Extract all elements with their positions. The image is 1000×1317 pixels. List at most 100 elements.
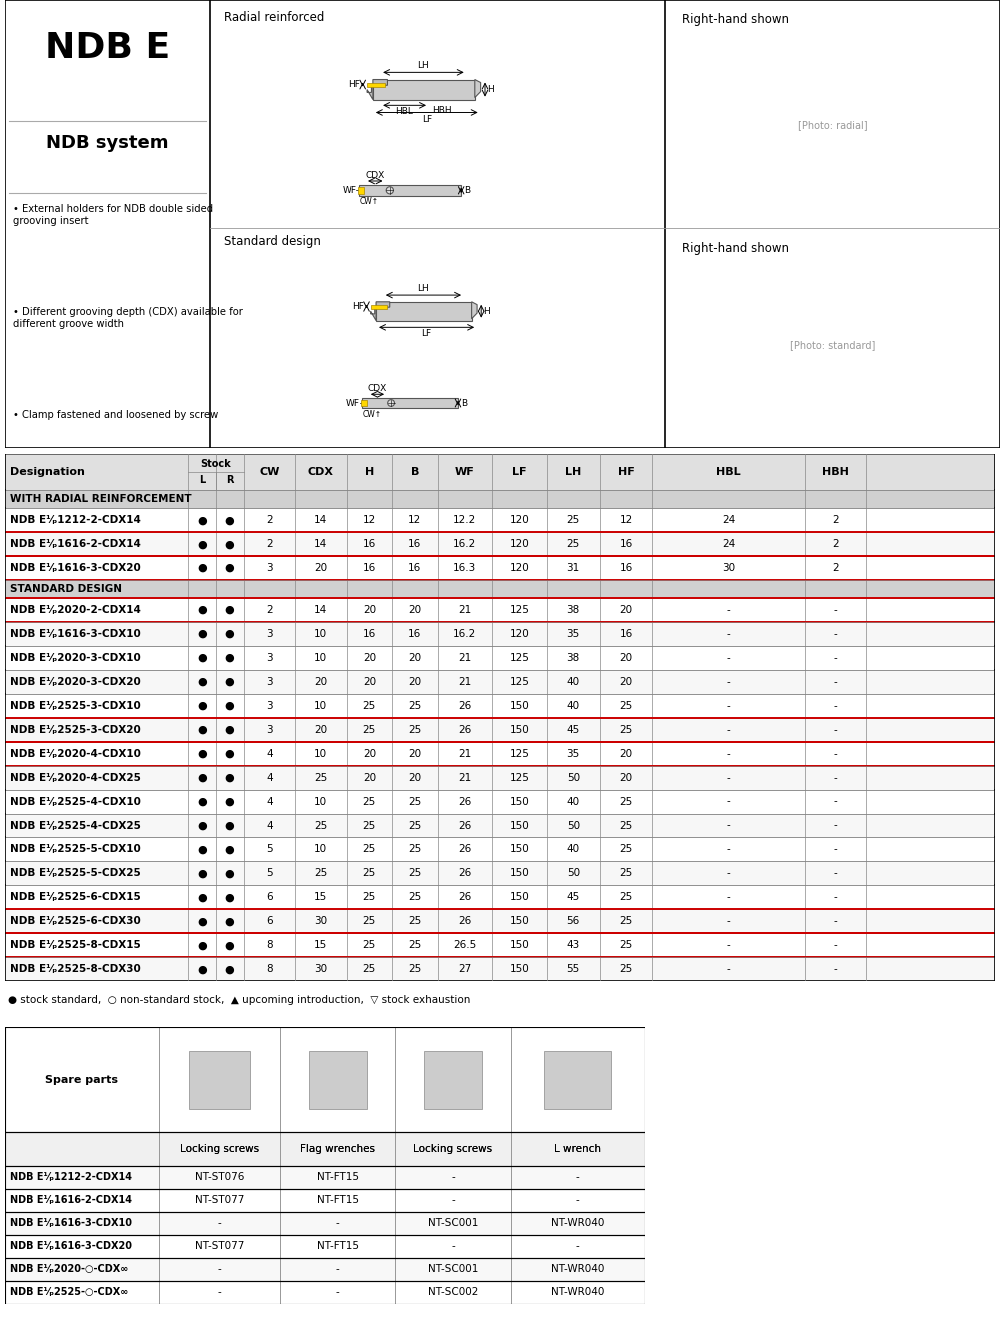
Text: NDB E¹⁄ₚ1616-2-CDX14: NDB E¹⁄ₚ1616-2-CDX14 — [10, 1195, 132, 1205]
Text: 26: 26 — [458, 820, 471, 831]
Text: 20: 20 — [314, 564, 327, 573]
Text: 25: 25 — [363, 724, 376, 735]
Text: 26: 26 — [458, 868, 471, 878]
Text: 50: 50 — [567, 773, 580, 782]
Text: CDX: CDX — [308, 468, 334, 477]
Text: Designation: Designation — [10, 468, 85, 477]
Bar — [5, 1027, 645, 1133]
Text: NT-WR040: NT-WR040 — [551, 1264, 604, 1275]
Text: -: - — [576, 1172, 580, 1183]
Text: 25: 25 — [363, 917, 376, 926]
Bar — [5, 814, 995, 838]
Polygon shape — [472, 302, 477, 319]
Text: 16.2: 16.2 — [453, 539, 476, 549]
Text: 16.3: 16.3 — [453, 564, 476, 573]
Text: R: R — [226, 475, 233, 485]
Text: 2: 2 — [832, 515, 839, 525]
Text: ●: ● — [197, 773, 207, 782]
Text: NDB E¹⁄ₚ2525-6-CDX15: NDB E¹⁄ₚ2525-6-CDX15 — [10, 893, 141, 902]
Text: 20: 20 — [620, 677, 633, 687]
Text: ●: ● — [197, 917, 207, 926]
Text: Right-hand shown: Right-hand shown — [682, 13, 789, 26]
Text: -: - — [727, 820, 731, 831]
Text: 12.2: 12.2 — [453, 515, 476, 525]
Text: 120: 120 — [509, 564, 529, 573]
Text: 21: 21 — [458, 653, 471, 662]
Text: 5: 5 — [266, 868, 273, 878]
Text: 4: 4 — [266, 748, 273, 759]
Text: 40: 40 — [567, 797, 580, 806]
Text: -: - — [218, 1264, 221, 1275]
Text: 4: 4 — [266, 773, 273, 782]
Text: 150: 150 — [509, 701, 529, 711]
Text: NDB E¹⁄ₚ1212-2-CDX14: NDB E¹⁄ₚ1212-2-CDX14 — [10, 515, 141, 525]
Text: -: - — [834, 844, 837, 855]
Text: [Photo: standard]: [Photo: standard] — [790, 340, 875, 350]
Text: 25: 25 — [408, 893, 421, 902]
Polygon shape — [371, 306, 387, 309]
Text: CDX: CDX — [366, 171, 385, 179]
Bar — [5, 861, 995, 885]
Text: NDB E¹⁄ₚ2525-3-CDX10: NDB E¹⁄ₚ2525-3-CDX10 — [10, 701, 141, 711]
Text: 25: 25 — [408, 868, 421, 878]
Text: NT-ST076: NT-ST076 — [195, 1172, 244, 1183]
Text: 10: 10 — [314, 630, 327, 639]
Text: ● stock standard,  ○ non-standard stock,  ▲ upcoming introduction,  ▽ stock exha: ● stock standard, ○ non-standard stock, … — [8, 996, 471, 1005]
Text: -: - — [834, 701, 837, 711]
Text: Stock: Stock — [200, 460, 231, 469]
Text: 20: 20 — [620, 748, 633, 759]
Text: 26: 26 — [458, 724, 471, 735]
Text: 150: 150 — [509, 917, 529, 926]
Text: -: - — [727, 630, 731, 639]
Text: HBH: HBH — [432, 107, 451, 115]
Text: 40: 40 — [567, 844, 580, 855]
Text: 20: 20 — [408, 653, 421, 662]
Text: 16: 16 — [363, 564, 376, 573]
Text: 15: 15 — [314, 893, 327, 902]
Text: 150: 150 — [509, 868, 529, 878]
Text: 16: 16 — [408, 564, 421, 573]
Text: 25: 25 — [408, 820, 421, 831]
Text: 12: 12 — [620, 515, 633, 525]
Text: NDB E¹⁄ₚ2525-6-CDX30: NDB E¹⁄ₚ2525-6-CDX30 — [10, 917, 141, 926]
Text: 24: 24 — [722, 515, 735, 525]
Bar — [5, 1212, 645, 1235]
Text: 6: 6 — [266, 893, 273, 902]
Text: 120: 120 — [509, 515, 529, 525]
Bar — [5, 694, 995, 718]
Text: 25: 25 — [620, 724, 633, 735]
Polygon shape — [367, 79, 387, 100]
Text: LF: LF — [422, 115, 432, 124]
Text: NT-FT15: NT-FT15 — [317, 1172, 359, 1183]
Text: ●: ● — [225, 964, 235, 975]
Text: ●: ● — [197, 653, 207, 662]
Text: NDB E¹⁄ₚ2020-○-CDX∞: NDB E¹⁄ₚ2020-○-CDX∞ — [10, 1264, 128, 1275]
Bar — [5, 1258, 645, 1280]
Text: 25: 25 — [363, 701, 376, 711]
Text: -: - — [834, 773, 837, 782]
Text: ●: ● — [197, 515, 207, 525]
Text: 50: 50 — [567, 820, 580, 831]
Text: 25: 25 — [620, 940, 633, 951]
Text: 14: 14 — [314, 515, 327, 525]
Text: 20: 20 — [620, 773, 633, 782]
Text: -: - — [834, 748, 837, 759]
Text: 125: 125 — [509, 773, 529, 782]
Text: NDB E¹⁄ₚ1616-3-CDX10: NDB E¹⁄ₚ1616-3-CDX10 — [10, 1218, 132, 1229]
Text: WF: WF — [455, 468, 475, 477]
Text: -: - — [834, 820, 837, 831]
Text: NDB E¹⁄ₚ2020-3-CDX10: NDB E¹⁄ₚ2020-3-CDX10 — [10, 653, 141, 662]
Text: ●: ● — [197, 564, 207, 573]
Text: -: - — [727, 701, 731, 711]
Text: LH: LH — [418, 61, 429, 70]
Text: 20: 20 — [408, 773, 421, 782]
Text: LH: LH — [565, 468, 581, 477]
Text: Standard design: Standard design — [224, 234, 321, 248]
Circle shape — [388, 399, 395, 407]
Text: 10: 10 — [314, 701, 327, 711]
Text: [Photo: radial]: [Photo: radial] — [798, 120, 867, 130]
Text: 2: 2 — [832, 564, 839, 573]
Text: 125: 125 — [509, 677, 529, 687]
Text: 16: 16 — [620, 630, 633, 639]
Text: 30: 30 — [722, 564, 735, 573]
